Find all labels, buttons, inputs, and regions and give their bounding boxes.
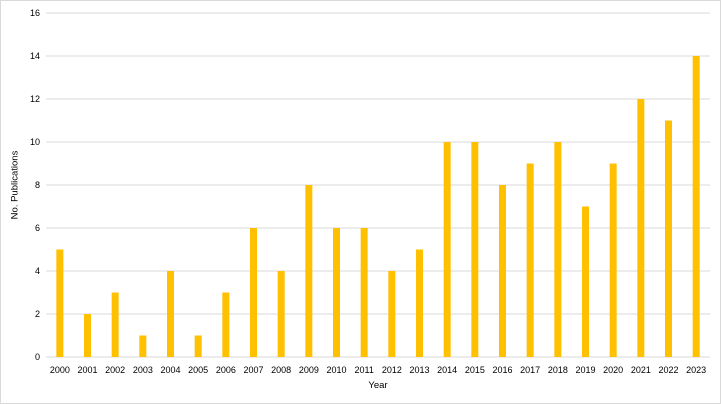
bar-2010 — [333, 228, 340, 357]
x-tick-label: 2005 — [188, 365, 208, 375]
x-tick-labels: 2000 2001 2002 2003 2004 2005 2006 2007 2008 2009… — [50, 365, 706, 375]
x-tick-label: 2018 — [548, 365, 568, 375]
bar-2020 — [609, 163, 617, 357]
bar-2021 — [637, 99, 645, 357]
y-tick-label: 12 — [30, 94, 40, 104]
bar-2017 — [526, 163, 534, 357]
x-tick-label: 2007 — [243, 365, 263, 375]
x-tick-label: 2016 — [492, 365, 512, 375]
x-tick-label: 2011 — [354, 365, 373, 375]
x-tick-label: 2020 — [603, 365, 623, 375]
bar-2016 — [499, 185, 506, 357]
bar-2015 — [471, 142, 479, 357]
bar-2011 — [360, 228, 368, 357]
y-tick-label: 16 — [30, 8, 40, 18]
y-tick-label: 14 — [30, 51, 40, 61]
bars — [56, 56, 700, 357]
bar-2023 — [692, 56, 700, 357]
bar-2003 — [139, 335, 147, 357]
x-tick-label: 2006 — [216, 365, 236, 375]
bar-2014 — [443, 142, 451, 357]
x-tick-label: 2019 — [575, 365, 595, 375]
y-axis-title: No. Publications — [10, 150, 21, 219]
y-tick-label: 2 — [35, 309, 40, 319]
bar-2007 — [250, 228, 257, 357]
y-tick-label: 10 — [30, 137, 40, 147]
gridlines — [46, 12, 710, 358]
x-tick-label: 2014 — [437, 365, 457, 375]
x-tick-label: 2012 — [382, 365, 402, 375]
x-tick-label: 2009 — [299, 365, 319, 375]
x-tick-label: 2008 — [271, 365, 291, 375]
bar-2004 — [167, 271, 174, 357]
y-tick-label: 4 — [35, 266, 40, 276]
x-tick-label: 2021 — [631, 365, 651, 375]
bar-2022 — [665, 120, 672, 357]
x-tick-label: 2001 — [77, 365, 97, 375]
x-tick-label: 2002 — [105, 365, 125, 375]
x-tick-label: 2003 — [133, 365, 153, 375]
x-tick-label: 2013 — [409, 365, 429, 375]
x-tick-label: 2000 — [50, 365, 70, 375]
x-tick-label: 2023 — [686, 365, 706, 375]
x-tick-label: 2017 — [520, 365, 540, 375]
bar-2019 — [582, 206, 589, 357]
bar-2012 — [388, 271, 396, 357]
bar-2000 — [56, 249, 64, 357]
y-tick-label: 0 — [35, 352, 40, 362]
bar-2018 — [554, 142, 562, 357]
bar-2005 — [194, 335, 202, 357]
x-tick-label: 2015 — [465, 365, 485, 375]
bar-2006 — [222, 292, 230, 357]
y-tick-labels: 0 2 4 6 8 10 12 14 16 — [30, 8, 40, 362]
x-tick-label: 2010 — [326, 365, 346, 375]
y-tick-label: 8 — [35, 180, 40, 190]
bar-2008 — [277, 271, 285, 357]
bar-2001 — [84, 314, 91, 357]
x-tick-label: 2022 — [658, 365, 678, 375]
bar-2009 — [305, 185, 313, 357]
x-tick-label: 2004 — [160, 365, 180, 375]
y-tick-label: 6 — [35, 223, 40, 233]
x-axis-title: Year — [368, 380, 387, 391]
bar-2002 — [111, 292, 119, 357]
bar-2013 — [416, 249, 423, 357]
